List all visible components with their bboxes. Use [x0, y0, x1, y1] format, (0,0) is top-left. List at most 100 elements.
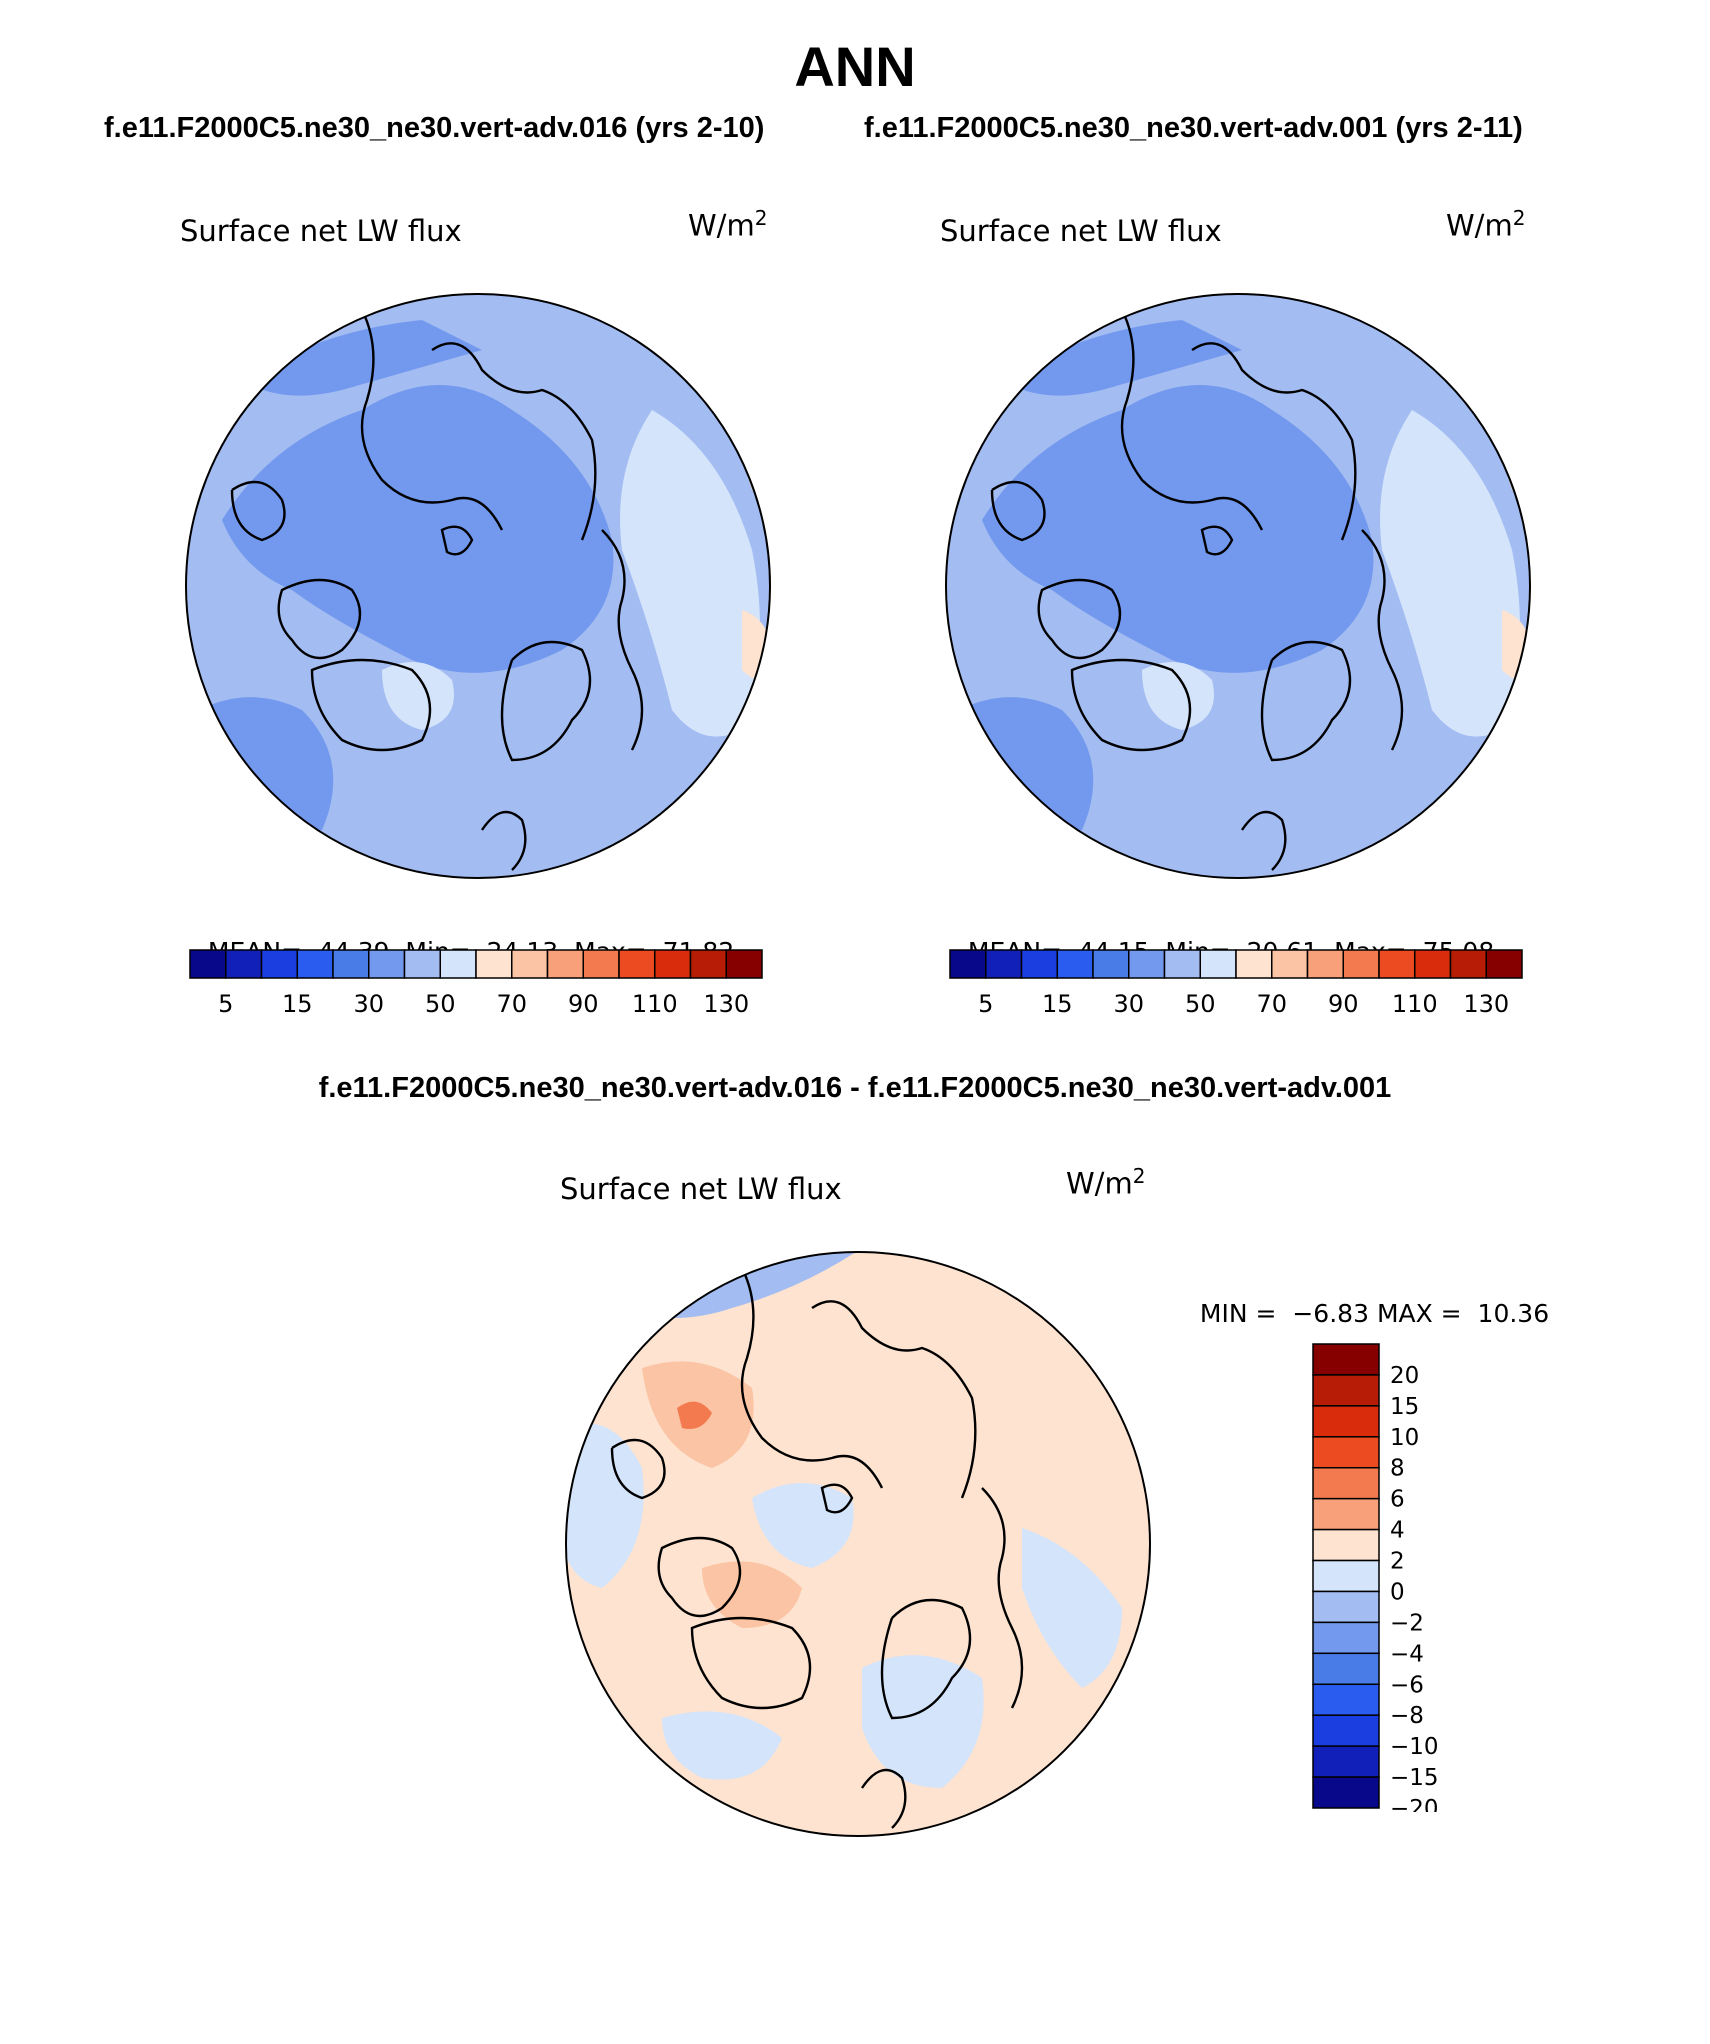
panel3-colorbar-box-12 — [1312, 1714, 1380, 1747]
panel3-colorbar-label-12: −10 — [1390, 1734, 1439, 1760]
panel2-colorbar-label-4: 70 — [1256, 990, 1287, 1016]
panel3-coastline-1 — [811, 1300, 977, 1499]
page-title: ANN — [794, 35, 916, 98]
panel2-field-label: Surface net LW flux — [940, 214, 1222, 248]
panel1-colorbar-label-1: 15 — [282, 990, 313, 1016]
panel1-colorbar-box-7 — [439, 949, 477, 979]
panel2-colorbar-label-1: 15 — [1042, 990, 1073, 1016]
panel3-coastline-6 — [610, 1438, 666, 1500]
panel1-coastline-8 — [481, 810, 527, 871]
panel1-colorbar-box-1 — [225, 949, 263, 979]
panel1-colorbar-label-6: 110 — [632, 990, 678, 1016]
panel2-units-exp: 2 — [1512, 206, 1526, 230]
panel2-colorbar: 5 15 30 50 70 90 110 130 — [949, 949, 1523, 1016]
panel3-coastline-4 — [880, 1598, 972, 1720]
panel2-map — [945, 293, 1531, 879]
panel2-coastline-6 — [990, 480, 1046, 542]
panel1-coastline-3 — [310, 658, 432, 752]
panel1-field-patch-3 — [620, 410, 760, 737]
panel3-coastline-3 — [690, 1616, 812, 1710]
panel1-coastline-2 — [277, 578, 362, 660]
panel2-coastline-5 — [1361, 529, 1404, 751]
panel3-field-patch-8 — [677, 1401, 712, 1429]
panel2-coastline-7 — [1200, 525, 1234, 556]
panel1-field-patch-4 — [382, 662, 454, 730]
panel3-min-label: MIN = — [1199, 1299, 1277, 1328]
panel1-colorbar-label-7: 130 — [703, 990, 749, 1016]
panel3-field-patch-3 — [862, 1655, 984, 1788]
panel3-colorbar-box-14 — [1312, 1776, 1380, 1809]
panel3-colorbar-box-4 — [1312, 1466, 1380, 1500]
panel3-units: W/m2 — [1066, 1164, 1145, 1201]
panel1-colorbar-box-8 — [475, 949, 513, 979]
panel3-coastline-8 — [861, 1768, 907, 1829]
panel3-field-label: Surface net LW flux — [560, 1172, 842, 1206]
panel1-colorbar-box-3 — [296, 949, 334, 979]
panel3-colorbar-box-7 — [1312, 1559, 1380, 1593]
panel3-colorbar-box-1 — [1312, 1374, 1380, 1407]
panel2-colorbar-box-7 — [1199, 949, 1237, 979]
panel3-colorbar-label-6: 2 — [1390, 1549, 1405, 1575]
panel2-field-patch-4 — [1142, 662, 1214, 730]
panel1-coastline-6 — [230, 480, 286, 542]
panel1-units: W/m2 — [688, 206, 767, 243]
panel3-units-base: W/m — [1066, 1166, 1133, 1201]
panel1-map — [185, 293, 771, 879]
panel2-colorbar-label-2: 30 — [1113, 990, 1144, 1016]
panel3-map — [565, 1251, 1151, 1837]
panel3-colorbar-box-13 — [1312, 1745, 1380, 1778]
panel1-colorbar-box-14 — [689, 949, 727, 979]
panel1-coastline-0 — [360, 309, 504, 531]
panel3-min-value: −6.83 — [1292, 1299, 1369, 1328]
panel2-colorbar-box-4 — [1092, 949, 1130, 979]
panel2-colorbar-box-10 — [1306, 949, 1344, 979]
panel3-colorbar-box-9 — [1312, 1621, 1380, 1655]
panel1-colorbar-label-5: 90 — [568, 990, 599, 1016]
panel2-colorbar-box-0 — [949, 949, 987, 979]
panel3-colorbar-box-5 — [1312, 1497, 1380, 1531]
panel3-stats: MIN = −6.83 MAX = 10.36 — [1184, 1270, 1549, 1328]
panel1-colorbar: 5 15 30 50 70 90 110 130 — [189, 949, 763, 1016]
panel2-colorbar-box-6 — [1163, 949, 1201, 979]
panel3-max-value: 10.36 — [1477, 1299, 1550, 1328]
panel1-colorbar-box-10 — [546, 949, 584, 979]
panel3-field-patch-4 — [1022, 1528, 1122, 1688]
panel3-colorbar-label-14: −20 — [1390, 1796, 1439, 1812]
panel2-colorbar-label-5: 90 — [1328, 990, 1359, 1016]
panel1-colorbar-box-11 — [582, 949, 620, 979]
panel1-coastline-4 — [500, 640, 592, 762]
panel1-colorbar-box-5 — [368, 949, 406, 979]
panel1-field-label: Surface net LW flux — [180, 214, 462, 248]
panel3-colorbar-label-5: 4 — [1390, 1518, 1405, 1544]
panel2-colorbar-box-13 — [1414, 949, 1452, 979]
diff-title: f.e11.F2000C5.ne30_ne30.vert-adv.016 - f… — [318, 1072, 1392, 1104]
panel1-field-patch-0 — [222, 385, 614, 673]
panel3-field-patch-1 — [566, 1423, 644, 1588]
panel2-colorbar-box-3 — [1056, 949, 1094, 979]
panel3-colorbar-box-2 — [1312, 1405, 1380, 1438]
panel3-colorbar-box-3 — [1312, 1436, 1380, 1469]
panel2-colorbar-box-14 — [1449, 949, 1487, 979]
panel3-colorbar-box-8 — [1312, 1590, 1380, 1624]
panel3-field-patch-5 — [662, 1711, 782, 1780]
panel2-units-base: W/m — [1446, 208, 1513, 243]
panel3-colorbar-label-13: −15 — [1390, 1765, 1439, 1791]
panel1-colorbar-box-4 — [332, 949, 370, 979]
panel2-colorbar-label-0: 5 — [978, 990, 993, 1016]
panel2-colorbar-label-3: 50 — [1185, 990, 1216, 1016]
panel1-colorbar-label-2: 30 — [353, 990, 384, 1016]
panel1-colorbar-box-0 — [189, 949, 227, 979]
panel3-field-patch-2 — [752, 1483, 854, 1568]
panel1-colorbar-box-6 — [403, 949, 441, 979]
panel3-colorbar-label-10: −6 — [1390, 1672, 1424, 1698]
panel1-coastline-1 — [431, 342, 597, 541]
panel3-colorbar-box-11 — [1312, 1683, 1380, 1716]
panel3-colorbar-box-0 — [1312, 1343, 1380, 1376]
panel3-coastline-7 — [820, 1483, 854, 1514]
panel1-units-base: W/m — [688, 208, 755, 243]
panel3-colorbar-box-6 — [1312, 1528, 1380, 1562]
panel2-colorbar-box-1 — [985, 949, 1023, 979]
subtitle-right: f.e11.F2000C5.ne30_ne30.vert-adv.001 (yr… — [864, 112, 1523, 144]
panel1-units-exp: 2 — [754, 206, 768, 230]
